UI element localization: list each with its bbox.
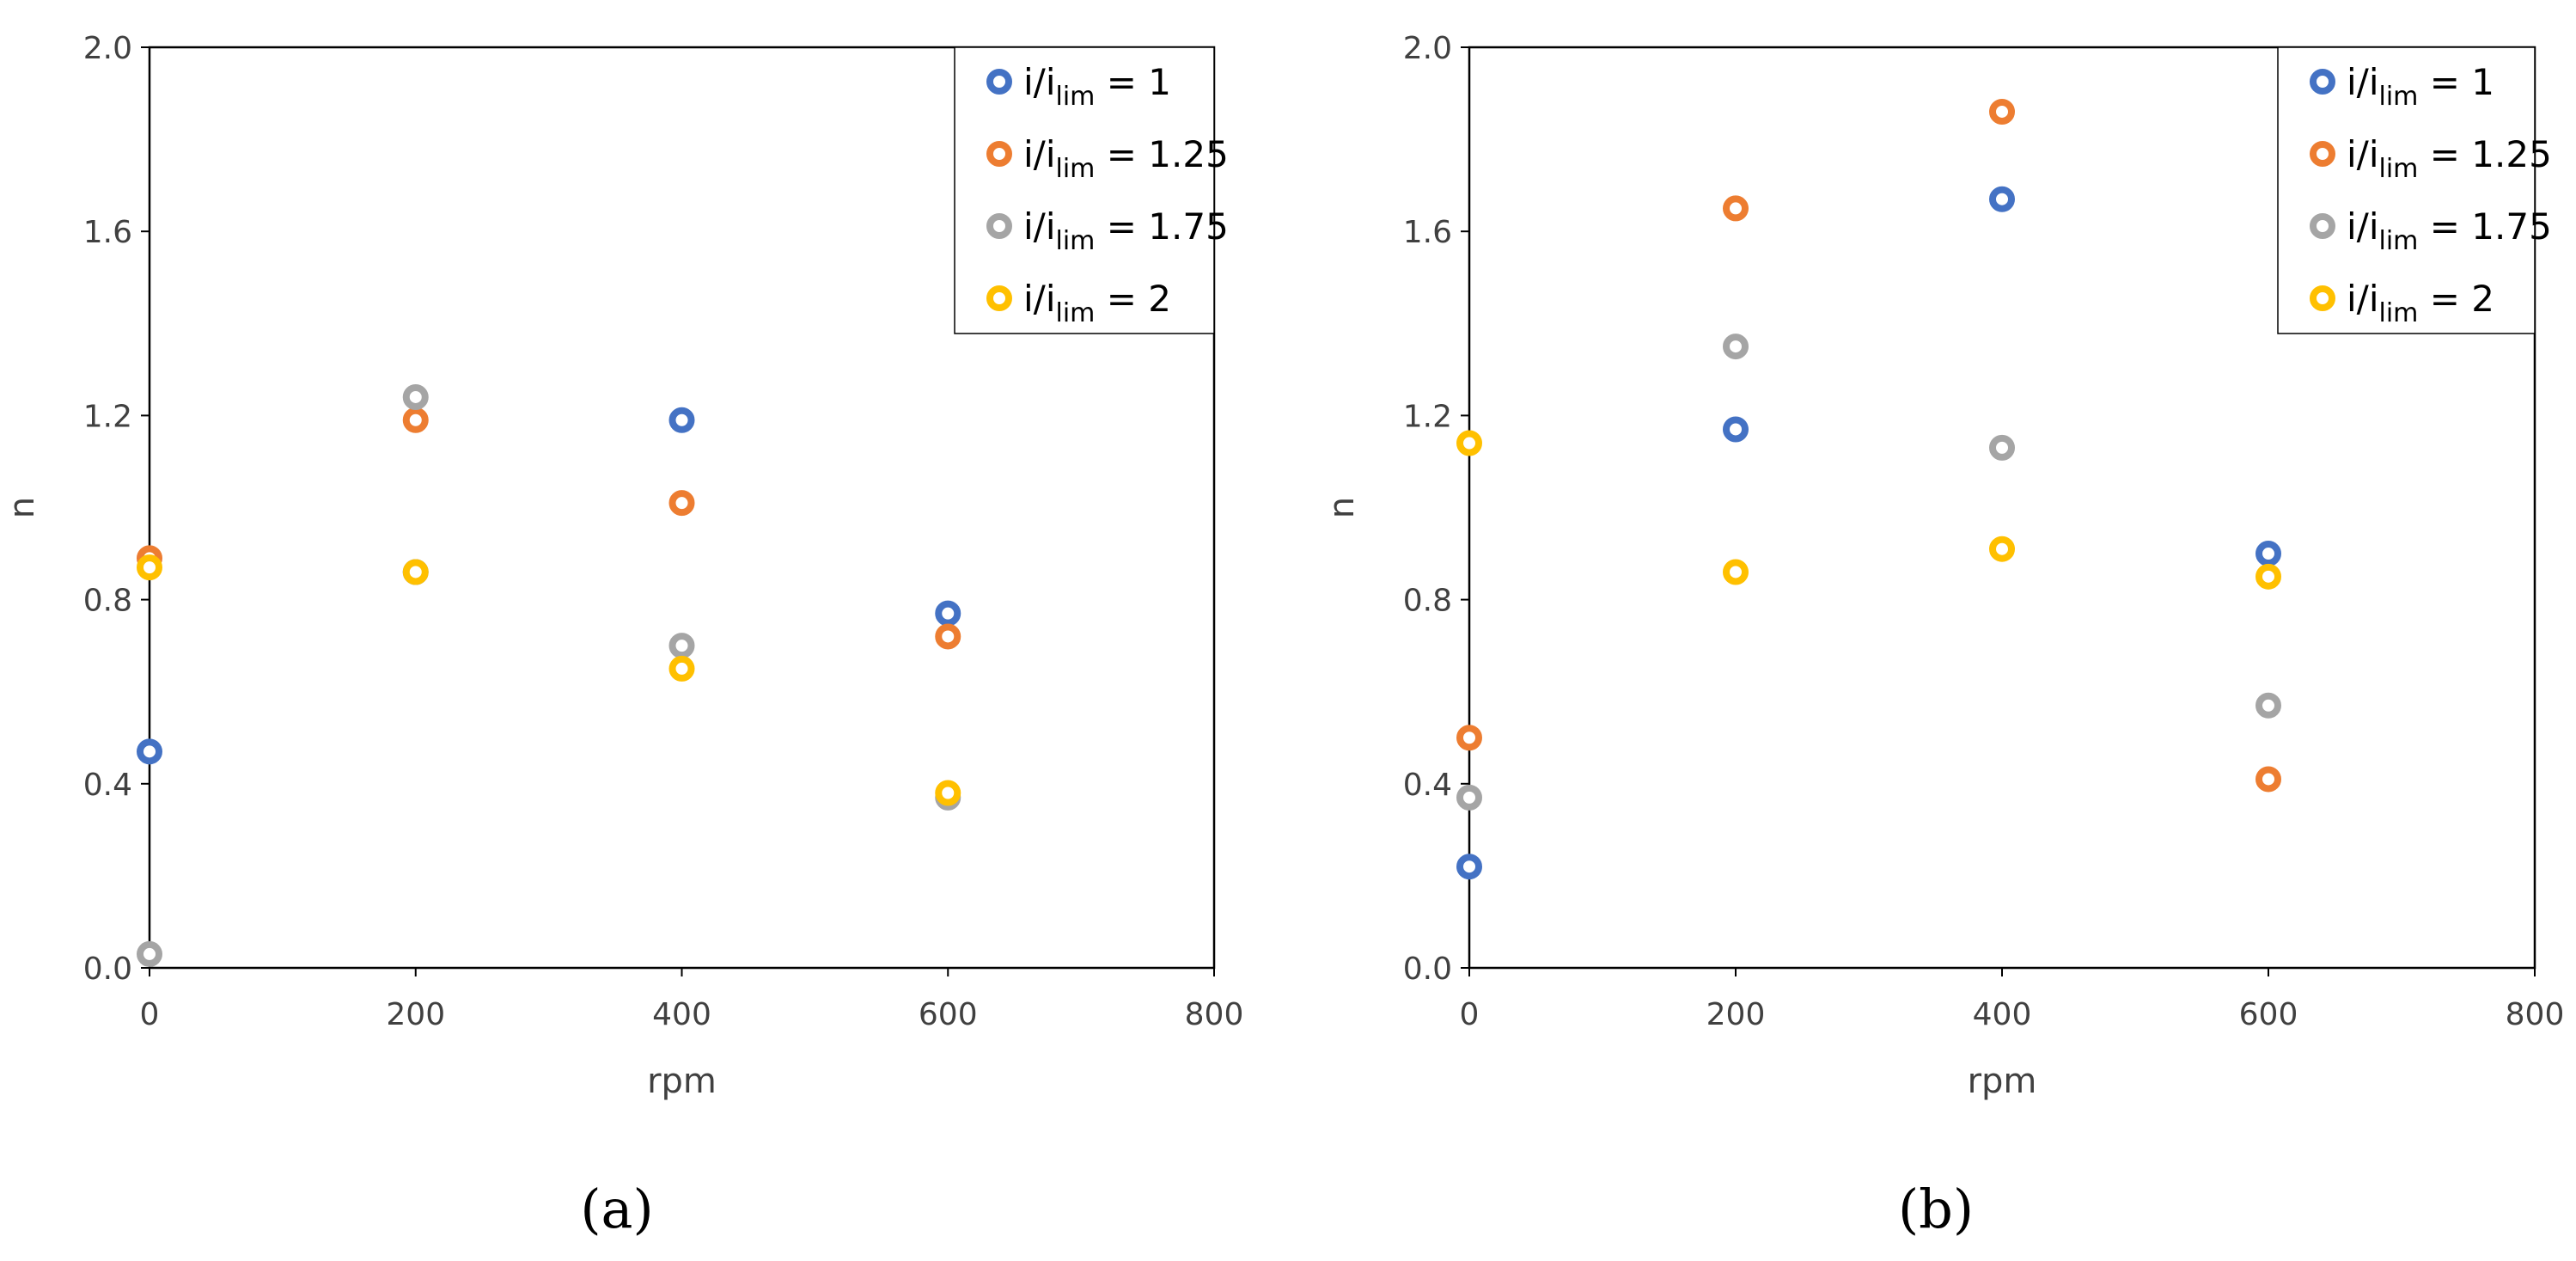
x-tick-label: 600 (2239, 997, 2298, 1032)
data-point (1723, 334, 1749, 360)
y-tick-label: 1.2 (1403, 399, 1452, 434)
legend-entry: i/ilim = 1.75 (1023, 205, 1229, 256)
legend-entry: i/ilim = 1 (1023, 61, 1171, 112)
data-point (1989, 98, 2015, 125)
x-tick-label: 200 (386, 997, 445, 1032)
data-point (1723, 559, 1749, 585)
legend-entry: i/ilim = 2 (1023, 278, 1171, 328)
y-tick-label: 2.0 (1403, 31, 1452, 66)
legend-marker (986, 213, 1012, 239)
legend-marker (986, 141, 1012, 167)
x-tick-label: 400 (1973, 997, 2032, 1032)
x-tick-label: 800 (1185, 997, 1244, 1032)
x-tick-label: 0 (140, 997, 160, 1032)
y-axis-label: n (3, 497, 42, 518)
data-point (668, 407, 695, 433)
x-tick-label: 400 (652, 997, 711, 1032)
legend-marker (2310, 285, 2335, 311)
data-point (668, 655, 695, 682)
y-tick-label: 0.8 (1403, 584, 1452, 619)
x-tick-label: 600 (919, 997, 978, 1032)
data-point (668, 490, 695, 517)
y-tick-label: 0.4 (1403, 768, 1452, 803)
y-tick-label: 0.0 (1403, 952, 1452, 987)
data-point (137, 554, 162, 581)
x-axis-label: rpm (1968, 1062, 2037, 1101)
data-point (1989, 536, 2015, 562)
panel-caption: (a) (580, 1178, 653, 1240)
data-point (1989, 434, 2015, 461)
legend-entry: i/ilim = 1 (2347, 61, 2494, 112)
y-tick-label: 2.0 (83, 31, 132, 66)
y-tick-label: 0.4 (83, 768, 132, 803)
data-point (935, 623, 961, 650)
panel-a: 0.0 0.4 0.8 1.2 1.6 2.0 0 200 400 600 800 rpm n i/ili… (3, 31, 1243, 1240)
data-point (1989, 186, 2015, 212)
legend-marker (986, 285, 1012, 311)
data-point (2256, 692, 2281, 719)
x-tick-label: 0 (1460, 997, 1480, 1032)
data-point (2256, 541, 2281, 567)
legend-box (954, 46, 1215, 334)
data-point (668, 633, 695, 659)
data-point (935, 780, 961, 806)
y-tick-label: 1.2 (83, 399, 132, 434)
data-point (1456, 430, 1482, 456)
x-tick-label: 800 (2506, 997, 2565, 1032)
data-point (2256, 563, 2281, 590)
legend-entry: i/ilim = 1.75 (2347, 205, 2552, 256)
x-axis-label: rpm (647, 1062, 717, 1101)
legend-entry: i/ilim = 2 (2347, 278, 2494, 328)
data-point (402, 383, 429, 410)
data-point (1723, 416, 1749, 443)
legend-marker (2310, 213, 2335, 239)
data-point (137, 940, 162, 967)
legend-entry: i/ilim = 1.25 (1023, 133, 1229, 184)
data-point (935, 600, 961, 627)
legend-marker (2310, 141, 2335, 167)
panel-b: 0.0 0.4 0.8 1.2 1.6 2.0 0 200 400 600 800 rpm n i/ili… (1322, 31, 2564, 1240)
panel-caption: (b) (1898, 1178, 1974, 1240)
data-point (402, 559, 429, 585)
y-tick-label: 0.8 (83, 584, 132, 619)
data-point (137, 738, 162, 765)
data-point (1723, 195, 1749, 222)
data-point (402, 407, 429, 433)
y-tick-label: 1.6 (83, 215, 132, 250)
y-tick-label: 1.6 (1403, 215, 1452, 250)
data-point (1456, 854, 1482, 880)
x-tick-label: 200 (1706, 997, 1766, 1032)
legend-marker (2310, 69, 2335, 95)
y-axis-label: n (1322, 497, 1362, 518)
legend-entry: i/ilim = 1.25 (2347, 133, 2552, 184)
data-point (1456, 784, 1482, 811)
y-tick-label: 0.0 (83, 952, 132, 987)
data-point (2256, 766, 2281, 793)
data-point (1456, 725, 1482, 751)
legend-marker (986, 69, 1012, 95)
